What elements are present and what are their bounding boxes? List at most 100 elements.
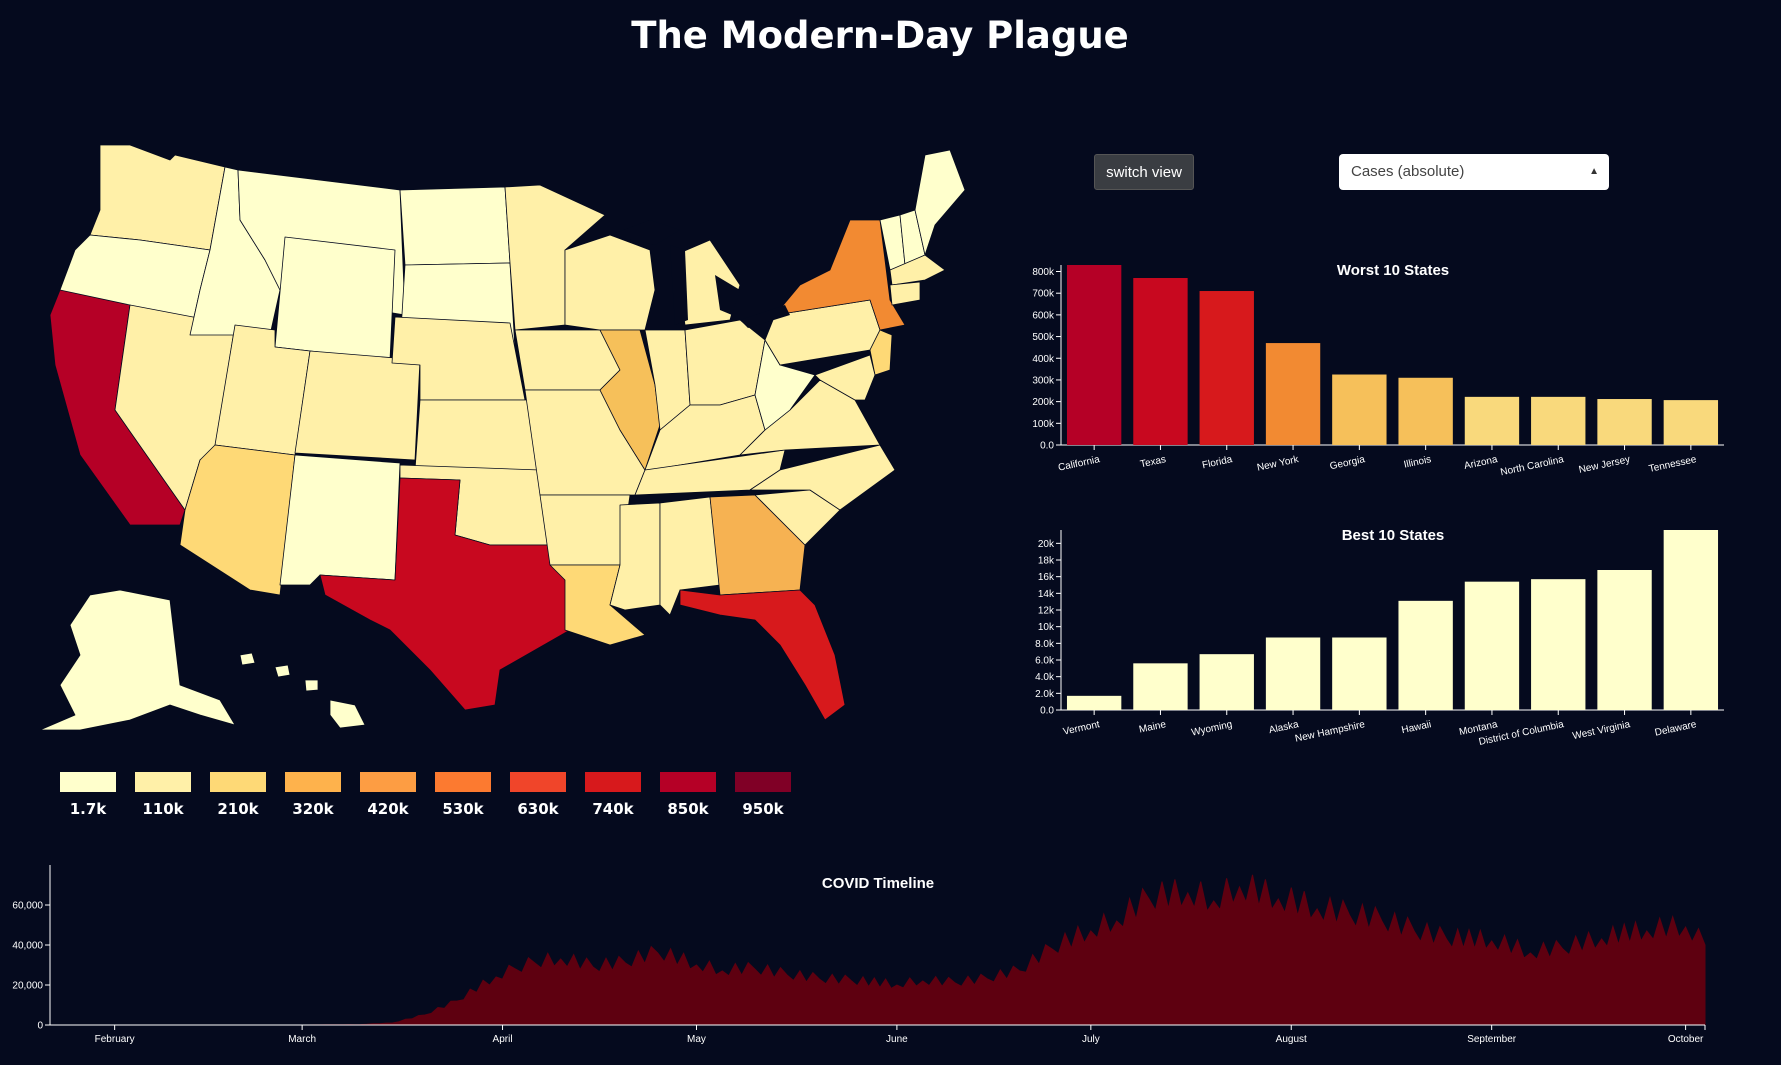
legend-item: 210k <box>210 772 266 818</box>
bar[interactable] <box>1531 396 1586 445</box>
state-new-york[interactable] <box>774 219 906 331</box>
legend-swatch <box>210 772 266 792</box>
bar[interactable] <box>1332 637 1387 711</box>
state-connecticut[interactable] <box>889 281 921 306</box>
bar[interactable] <box>1597 399 1652 445</box>
y-tick-label: 300k <box>1032 375 1055 386</box>
bar[interactable] <box>1066 695 1122 710</box>
state-ohio[interactable] <box>684 319 766 406</box>
x-tick-label: June <box>886 1034 908 1045</box>
bar[interactable] <box>1663 530 1719 710</box>
legend-label: 320k <box>292 800 334 818</box>
legend-swatch <box>735 772 791 792</box>
switch-view-button[interactable]: switch view <box>1094 154 1194 190</box>
state-maine[interactable] <box>914 149 966 256</box>
y-tick-label: 8.0k <box>1035 639 1055 650</box>
best-10-states-chart: Best 10 States 0.0 2.0k 4.0k 6.0k 8.0k 10k 12k 1… <box>1035 527 1724 745</box>
state-texas[interactable] <box>319 477 571 711</box>
bar[interactable] <box>1199 291 1254 445</box>
x-tick-label: Maine <box>1138 719 1167 736</box>
bar[interactable] <box>1332 374 1387 445</box>
y-tick-label: 500k <box>1032 332 1055 343</box>
legend-swatch <box>135 772 191 792</box>
y-tick-label: 700k <box>1032 289 1055 300</box>
y-tick-label: 16k <box>1038 572 1055 583</box>
state-colorado[interactable] <box>294 350 421 461</box>
state-hawaii[interactable] <box>239 652 366 729</box>
state-alaska[interactable] <box>39 589 236 730</box>
worst-10-states-chart: Worst 10 States 0.0 100k 200k 300k 400k 500k 60… <box>1032 262 1724 478</box>
x-tick-label: Vermont <box>1062 719 1101 738</box>
y-tick-label: 6.0k <box>1035 656 1055 667</box>
x-tick-label: February <box>95 1034 135 1045</box>
y-tick-label: 400k <box>1032 354 1055 365</box>
y-tick-label: 800k <box>1032 267 1055 278</box>
state-arkansas[interactable] <box>539 494 631 566</box>
state-georgia[interactable] <box>709 494 806 596</box>
x-tick-label: Texas <box>1139 454 1167 470</box>
legend-label: 530k <box>442 800 484 818</box>
x-tick-label: Wyoming <box>1190 719 1233 738</box>
state-maryland[interactable] <box>814 354 876 401</box>
bar[interactable] <box>1066 265 1122 445</box>
x-tick-label: May <box>687 1034 706 1045</box>
x-tick-label: August <box>1276 1034 1307 1045</box>
legend-item: 110k <box>135 772 191 818</box>
x-tick-label: West Virginia <box>1572 719 1632 742</box>
x-tick-label: Georgia <box>1329 454 1367 472</box>
y-tick-label: 0.0 <box>1040 706 1054 717</box>
legend-label: 110k <box>142 800 184 818</box>
x-tick-label: Hawaii <box>1401 719 1433 736</box>
state-north-carolina[interactable] <box>749 444 896 511</box>
x-tick-label: Illinois <box>1403 454 1432 471</box>
x-tick-label: March <box>288 1034 316 1045</box>
bar[interactable] <box>1133 278 1188 445</box>
legend-swatch <box>435 772 491 792</box>
bar[interactable] <box>1597 570 1652 710</box>
bar[interactable] <box>1464 581 1520 710</box>
state-tennessee[interactable] <box>634 449 786 496</box>
state-massachusetts[interactable] <box>889 254 946 286</box>
state-washington[interactable] <box>89 144 226 251</box>
state-kansas[interactable] <box>414 399 541 476</box>
bar[interactable] <box>1531 579 1586 710</box>
bar[interactable] <box>1265 343 1321 445</box>
metric-select-value: Cases (absolute) <box>1351 163 1465 180</box>
x-tick-label: Delaware <box>1654 719 1698 739</box>
x-tick-label: New Jersey <box>1578 454 1631 476</box>
bar[interactable] <box>1398 377 1453 445</box>
x-tick-label: New York <box>1256 454 1301 474</box>
y-tick-label: 600k <box>1032 310 1055 321</box>
y-tick-label: 14k <box>1038 589 1055 600</box>
bar[interactable] <box>1199 654 1254 710</box>
bar[interactable] <box>1398 600 1453 710</box>
x-tick-label: Florida <box>1201 454 1234 471</box>
legend-label: 740k <box>592 800 634 818</box>
legend-item: 850k <box>660 772 716 818</box>
metric-select[interactable]: Cases (absolute) ▲ <box>1339 154 1609 190</box>
x-tick-label: April <box>493 1034 513 1045</box>
bar[interactable] <box>1265 637 1321 711</box>
covid-timeline-chart: COVID Timeline 0 20,000 40,000 60,000 Februar… <box>12 865 1706 1045</box>
y-tick-label: 0.0 <box>1040 441 1054 452</box>
legend-label: 630k <box>517 800 559 818</box>
bar[interactable] <box>1133 663 1188 710</box>
legend-item: 630k <box>510 772 566 818</box>
y-tick-label: 0 <box>37 1021 43 1032</box>
legend-label: 210k <box>217 800 259 818</box>
x-tick-label: September <box>1467 1034 1517 1045</box>
bar[interactable] <box>1464 396 1520 445</box>
x-tick-label: Arizona <box>1463 454 1499 472</box>
legend-label: 1.7k <box>69 800 107 818</box>
x-tick-label: New Hampshire <box>1294 719 1366 745</box>
page-title: The Modern-Day Plague <box>631 14 1129 57</box>
state-wisconsin[interactable] <box>564 234 656 331</box>
state-new-mexico[interactable] <box>279 454 401 586</box>
y-tick-label: 60,000 <box>12 901 43 912</box>
state-north-dakota[interactable] <box>399 186 511 266</box>
state-wyoming[interactable] <box>274 236 396 361</box>
legend-swatch <box>285 772 341 792</box>
state-florida[interactable] <box>679 589 846 721</box>
legend-item: 420k <box>360 772 416 818</box>
bar[interactable] <box>1663 400 1719 445</box>
